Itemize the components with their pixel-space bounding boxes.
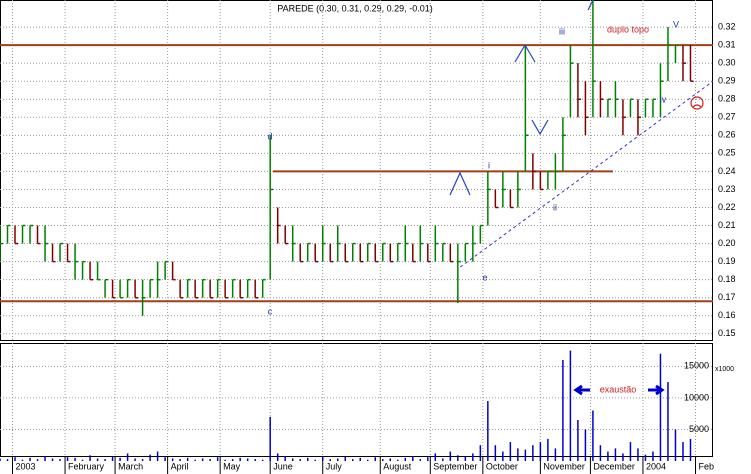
- y-tick-label: 0.19: [718, 256, 736, 266]
- annotation: duplo topo: [607, 24, 649, 34]
- x-tick-label: June: [273, 461, 293, 471]
- annotation: i: [488, 160, 490, 170]
- y-tick-label: 5000: [689, 424, 709, 434]
- trend-line: [460, 80, 714, 268]
- y-tick-label: 0.18: [718, 274, 736, 284]
- arrow-up: [587, 0, 594, 11]
- unit-label: x1000: [715, 366, 734, 373]
- arrow-right: [648, 384, 665, 396]
- arrow-left: [573, 384, 590, 396]
- y-tick-label: 0.15: [718, 328, 736, 338]
- sad-mouth: [692, 104, 702, 108]
- y-tick-label: 0.25: [718, 148, 736, 158]
- y-tick-label: 0.20: [718, 238, 736, 248]
- x-tick-label: March: [118, 461, 143, 471]
- arrow-down: [531, 119, 549, 136]
- x-tick-label: December: [593, 461, 635, 471]
- y-tick-label: 0.22: [718, 202, 736, 212]
- x-tick-label: April: [171, 461, 189, 471]
- x-tick-label: August: [383, 461, 412, 471]
- y-tick-label: 0.21: [718, 220, 736, 230]
- x-tick-label: May: [223, 461, 241, 471]
- annotation: d: [267, 131, 272, 141]
- y-tick-label: 0.24: [718, 166, 736, 176]
- x-tick-label: February: [68, 461, 105, 471]
- annotation: iv: [660, 94, 667, 104]
- y-tick-label: 0.31: [718, 39, 736, 49]
- x-tick-label: October: [486, 461, 518, 471]
- y-tick-label: 15000: [684, 361, 709, 371]
- annotation: V: [673, 19, 679, 29]
- chart-title: PAREDE (0.30, 0.31, 0.29, 0.29, -0.01): [277, 3, 432, 13]
- x-tick-label: 2004: [646, 461, 666, 471]
- x-tick-label: September: [433, 461, 477, 471]
- y-tick-label: 0.28: [718, 94, 736, 104]
- arrow-up: [449, 171, 471, 196]
- y-tick-label: 0.26: [718, 130, 736, 140]
- decorations: [449, 0, 704, 396]
- x-tick-label: Feb: [698, 461, 714, 471]
- annotation: e: [482, 272, 487, 282]
- y-tick-label: 0.30: [718, 58, 736, 68]
- y-tick-label: 0.27: [718, 112, 736, 122]
- volume-frame: [0, 343, 713, 457]
- annotation: c: [268, 306, 273, 316]
- sad-face: [690, 96, 704, 110]
- y-tick-label: 0.16: [718, 310, 736, 320]
- y-tick-label: 0.17: [718, 292, 736, 302]
- x-tick-label: November: [543, 461, 585, 471]
- annotation: exaustão: [600, 384, 637, 394]
- y-tick-label: 10000: [684, 392, 709, 402]
- y-tick-label: 0.23: [718, 184, 736, 194]
- annotation: iii: [559, 26, 565, 36]
- y-tick-label: 0.32: [718, 21, 736, 31]
- annotation: ii: [553, 202, 557, 212]
- x-tick-label: July: [326, 461, 343, 471]
- price-frame: [0, 0, 713, 341]
- arrow-up: [514, 43, 536, 63]
- x-tick-label: 2003: [16, 461, 36, 471]
- y-tick-label: 0.29: [718, 76, 736, 86]
